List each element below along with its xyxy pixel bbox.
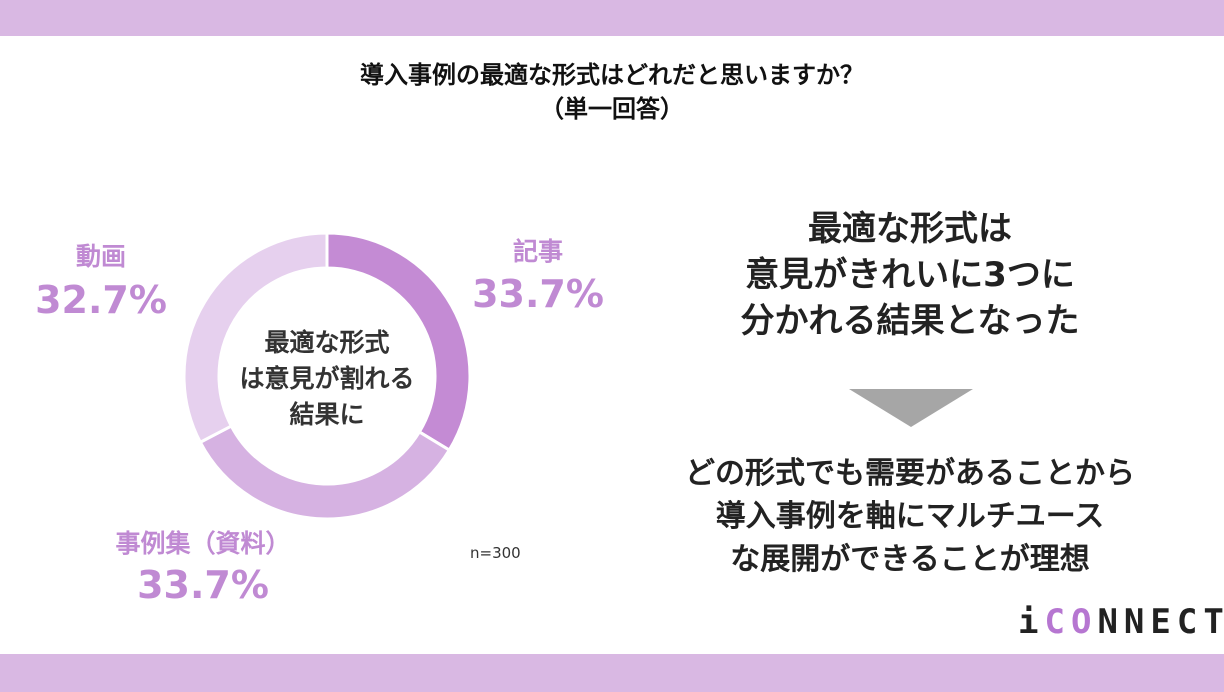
value-casebook: 33.7%	[137, 563, 269, 607]
conclusion-line3: な展開ができることが理想	[730, 542, 1090, 577]
chart-title: 導入事例の最適な形式はどれだと思いますか？ （単一回答）	[0, 58, 1224, 126]
top-band	[0, 0, 1224, 36]
sample-size-note: n=300	[470, 544, 521, 562]
value-video: 32.7%	[35, 278, 167, 322]
logo-accent: CO	[1044, 602, 1098, 642]
donut-slices	[182, 231, 472, 521]
chart-title-line2: （単一回答）	[540, 95, 684, 123]
label-casebook: 事例集（資料）	[115, 529, 290, 558]
conclusion-line2: 導入事例を軸にマルチユース	[715, 499, 1105, 534]
center-text-line2: は意見が割れる	[239, 364, 414, 393]
summary-line1: 最適な形式は	[808, 209, 1012, 249]
summary-message: 最適な形式は 意見がきれいに3つに 分かれる結果となった	[650, 206, 1170, 344]
slice-casebook	[198, 424, 452, 521]
center-text-line1: 最適な形式	[264, 328, 389, 357]
conclusion-message: どの形式でも需要があることから 導入事例を軸にマルチユース な展開ができることが…	[650, 452, 1170, 581]
logo-pre: i	[1018, 602, 1045, 642]
logo-post: NNECT	[1097, 602, 1224, 642]
summary-line3: 分かれる結果となった	[740, 301, 1080, 341]
value-article: 33.7%	[472, 272, 604, 316]
bottom-band	[0, 654, 1224, 692]
down-arrow-icon	[849, 389, 973, 427]
slice-video	[182, 231, 329, 445]
label-article: 記事	[513, 237, 563, 266]
iconnect-logo: iCONNECT	[1018, 600, 1224, 644]
conclusion-line1: どの形式でも需要があることから	[685, 456, 1135, 491]
chart-title-line1: 導入事例の最適な形式はどれだと思いますか？	[360, 61, 864, 89]
summary-line2: 意見がきれいに3つに	[745, 255, 1075, 295]
center-text-line3: 結果に	[289, 400, 364, 429]
label-video: 動画	[76, 242, 126, 271]
